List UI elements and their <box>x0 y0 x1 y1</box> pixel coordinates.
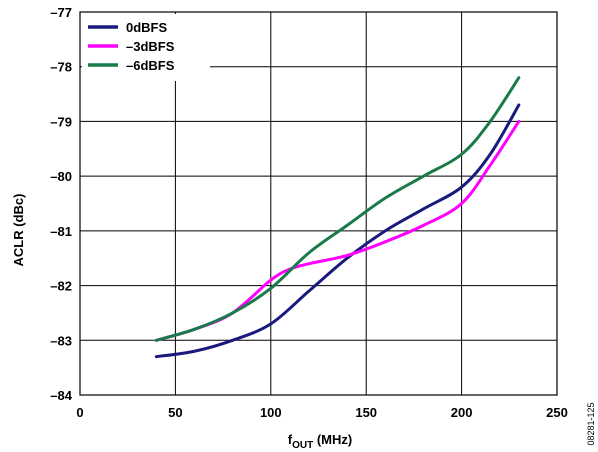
x-tick-label: 200 <box>451 405 473 420</box>
x-tick-label: 150 <box>355 405 377 420</box>
x-axis-title-main: f <box>288 432 293 447</box>
x-tick-label: 50 <box>168 405 182 420</box>
series-line-2 <box>154 76 521 342</box>
y-tick-label: –83 <box>50 333 72 348</box>
legend-label: 0dBFS <box>126 20 168 35</box>
x-tick-label: 0 <box>76 405 83 420</box>
y-tick-label: –82 <box>50 279 72 294</box>
figure-id: 08281-125 <box>586 402 596 445</box>
x-axis-ticks: 0 50 100 150 200 250 <box>76 405 567 420</box>
x-tick-label: 100 <box>260 405 282 420</box>
y-axis-title: ACLR (dBc) <box>11 194 26 267</box>
series-line-0 <box>154 103 521 359</box>
x-axis-title: fOUT (MHz) <box>288 432 352 451</box>
y-tick-label: –81 <box>50 224 72 239</box>
y-tick-label: –78 <box>50 60 72 75</box>
y-tick-label: –84 <box>50 388 72 403</box>
plot-area-border <box>79 11 558 396</box>
legend-label: –6dBFS <box>126 58 175 73</box>
x-axis-title-suffix: (MHz) <box>313 432 352 447</box>
y-tick-label: –77 <box>50 5 72 20</box>
y-tick-label: –80 <box>50 169 72 184</box>
y-tick-label: –79 <box>50 114 72 129</box>
legend: 0dBFS –3dBFS –6dBFS <box>82 14 210 81</box>
series-lines <box>154 76 521 359</box>
legend-label: –3dBFS <box>126 39 175 54</box>
x-tick-label: 250 <box>546 405 568 420</box>
y-axis-ticks: –77 –78 –79 –80 –81 –82 –83 –84 <box>50 5 72 403</box>
x-axis-title-subscript: OUT <box>292 440 313 451</box>
